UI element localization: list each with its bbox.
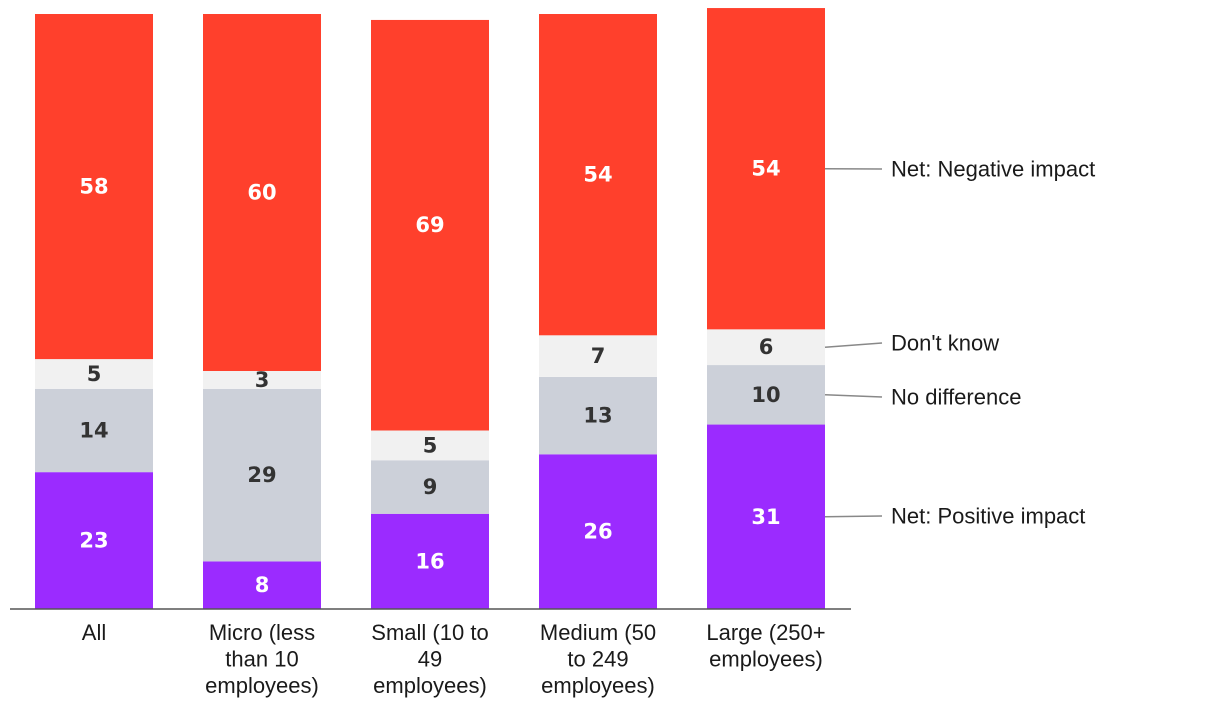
legend-label-positive: Net: Positive impact: [891, 504, 1085, 529]
data-label-negative: 69: [415, 213, 444, 237]
bar-segment-positive: [203, 561, 321, 609]
bar-segment-negative: [35, 14, 153, 360]
bar-segment-positive: [35, 472, 153, 609]
data-label-negative: 54: [751, 157, 780, 181]
legend-label-dont-know: Don't know: [891, 331, 999, 356]
category-label: All: [82, 620, 106, 645]
data-label-dont-know: 6: [759, 335, 774, 359]
category-label: Medium (50 to 249 employees): [540, 620, 656, 698]
data-label-positive: 16: [415, 549, 444, 573]
data-label-no-difference: 10: [751, 383, 780, 407]
data-label-positive: 26: [583, 520, 612, 544]
bars-group: [35, 8, 825, 609]
data-label-negative: 54: [583, 163, 612, 187]
data-label-no-difference: 14: [79, 419, 108, 443]
bar-segment-positive: [707, 424, 825, 609]
bar-segment-positive: [371, 513, 489, 609]
bar-segment-no-difference: [35, 388, 153, 473]
bar-segment-dont-know: [707, 329, 825, 366]
category-label: Small (10 to 49 employees): [371, 620, 488, 698]
bar-segment-no-difference: [539, 376, 657, 455]
data-label-positive: 8: [255, 573, 270, 597]
data-label-negative: 60: [247, 181, 276, 205]
bar-segment-dont-know: [371, 430, 489, 461]
legend-label-negative: Net: Negative impact: [891, 157, 1095, 182]
bar-segment-dont-know: [35, 359, 153, 389]
bar-segment-no-difference: [707, 365, 825, 425]
legend-connector-no-difference: [824, 394, 883, 398]
bar-segment-no-difference: [371, 460, 489, 514]
bar-segment-negative: [203, 14, 321, 371]
data-label-negative: 58: [79, 175, 108, 199]
legend-connector-dont-know: [824, 342, 883, 348]
category-label: Micro (less than 10 employees): [205, 620, 319, 698]
data-label-no-difference: 9: [423, 475, 438, 499]
bar-segment-negative: [371, 19, 489, 431]
category-labels-group: All Micro (less than 10 employees) Small (10…: [82, 620, 826, 698]
segment-labels-group: 23 14 5 58 8 29 3 60 16 9 5 69 26 13 7 54 31 10 6 54: [79, 157, 780, 598]
data-label-no-difference: 29: [247, 463, 276, 487]
category-label: Large (250+ employees): [706, 620, 825, 672]
bar-segment-negative: [539, 14, 657, 336]
data-label-dont-know: 5: [423, 433, 438, 457]
data-label-positive: 31: [751, 505, 780, 529]
bar-segment-no-difference: [203, 388, 321, 562]
legend-connector-positive: [824, 515, 883, 518]
data-label-dont-know: 7: [591, 344, 606, 368]
data-label-dont-know: 3: [255, 368, 270, 392]
bar-segment-dont-know: [539, 335, 657, 377]
bar-segment-positive: [539, 454, 657, 609]
bar-segment-dont-know: [203, 371, 321, 389]
data-label-no-difference: 13: [583, 404, 612, 428]
bar-segment-negative: [707, 8, 825, 330]
data-label-dont-know: 5: [87, 362, 102, 386]
legend-group: Net: Positive impact No difference Don't k…: [824, 157, 1095, 529]
data-label-positive: 23: [79, 529, 108, 553]
legend-label-no-difference: No difference: [891, 385, 1021, 410]
